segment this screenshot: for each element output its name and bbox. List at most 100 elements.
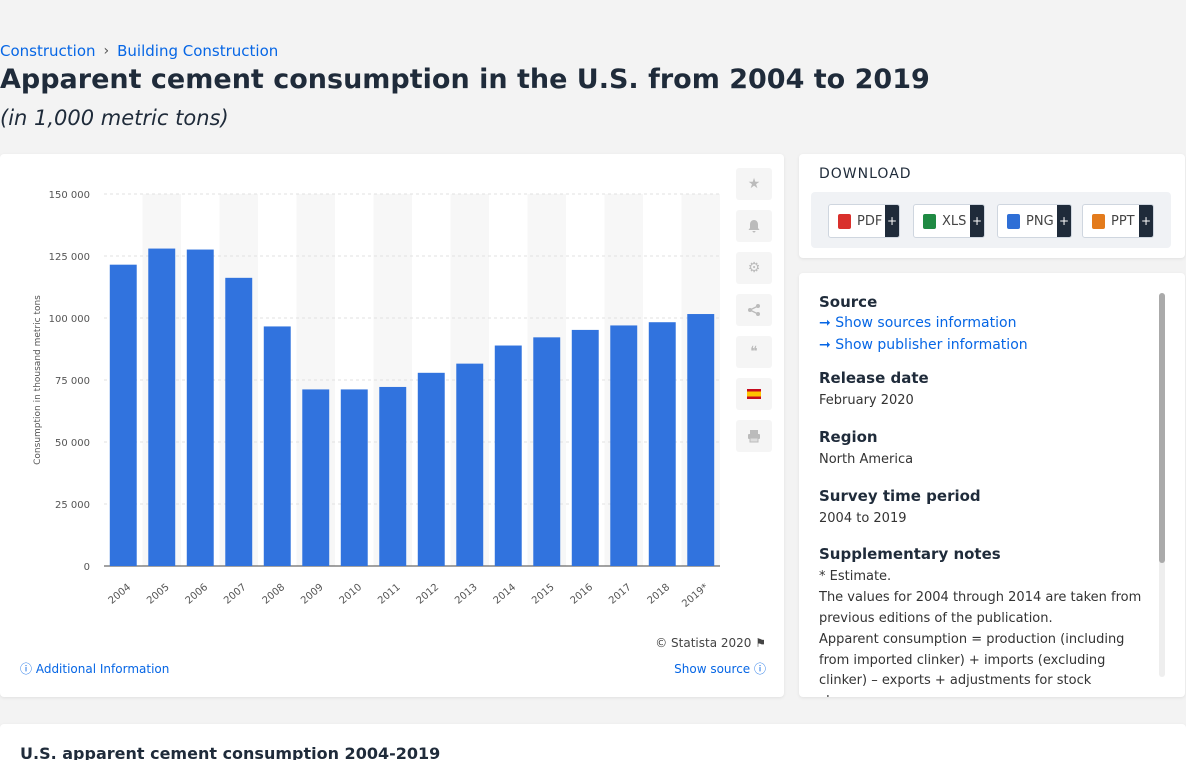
x-tick-label: 2016 bbox=[569, 582, 596, 607]
survey-period-label: Survey time period bbox=[819, 486, 981, 505]
region-value: North America bbox=[819, 451, 914, 467]
description-card: U.S. apparent cement consumption 2004-20… bbox=[0, 724, 1186, 760]
show-sources-link[interactable]: ➞ Show sources information bbox=[819, 315, 1147, 331]
x-tick-label: 2008 bbox=[261, 582, 288, 607]
bar bbox=[379, 386, 407, 566]
arrow-right-icon: ➞ bbox=[819, 337, 836, 353]
page-subtitle: (in 1,000 metric tons) bbox=[0, 106, 229, 130]
bar bbox=[225, 277, 253, 566]
plus-icon: + bbox=[1139, 205, 1153, 237]
statista-credit: © Statista 2020 ⚑ bbox=[655, 636, 766, 650]
bar bbox=[148, 248, 176, 566]
bar bbox=[417, 372, 445, 566]
bar bbox=[186, 249, 214, 566]
download-pdf-label: PDF bbox=[857, 213, 883, 229]
show-source-label: Show source bbox=[674, 662, 751, 676]
share-icon[interactable] bbox=[736, 294, 772, 326]
download-xls-button[interactable]: XLS + bbox=[913, 204, 985, 238]
bar bbox=[263, 326, 291, 566]
x-tick-label: 2010 bbox=[338, 582, 365, 607]
info-circle-icon: ⓘ bbox=[750, 662, 766, 676]
show-sources-label: Show sources information bbox=[835, 315, 1017, 331]
download-ppt-label: PPT bbox=[1111, 213, 1135, 229]
breadcrumb-separator: › bbox=[103, 43, 110, 59]
source-info-content: Source ➞ Show sources information ➞ Show… bbox=[819, 293, 1147, 697]
credit-text: © Statista 2020 bbox=[655, 636, 752, 650]
description-title: U.S. apparent cement consumption 2004-20… bbox=[20, 744, 441, 760]
print-icon[interactable] bbox=[736, 420, 772, 452]
y-tick-label: 75 000 bbox=[55, 376, 90, 387]
y-tick-label: 100 000 bbox=[49, 314, 90, 325]
notes-previous-editions: The values for 2004 through 2014 are tak… bbox=[819, 590, 1142, 626]
x-tick-label: 2015 bbox=[530, 582, 557, 607]
bar bbox=[687, 314, 715, 566]
star-icon[interactable]: ★ bbox=[736, 168, 772, 200]
show-source-link[interactable]: Show source ⓘ bbox=[674, 660, 766, 677]
ppt-file-icon bbox=[1092, 213, 1105, 229]
xls-file-icon bbox=[923, 213, 936, 229]
download-pdf-button[interactable]: PDF + bbox=[828, 204, 900, 238]
breadcrumb-construction[interactable]: Construction bbox=[0, 42, 96, 60]
download-png-button[interactable]: PNG + bbox=[997, 204, 1072, 238]
x-tick-label: 2013 bbox=[453, 582, 480, 607]
chart-toolbar: ★ ⚙ ❝ bbox=[736, 168, 772, 462]
y-tick-label: 50 000 bbox=[55, 438, 90, 449]
x-tick-label: 2019* bbox=[680, 582, 710, 610]
breadcrumb: Construction › Building Construction bbox=[0, 42, 278, 60]
bar bbox=[610, 325, 638, 566]
flag-report-icon[interactable]: ⚑ bbox=[755, 636, 766, 650]
bell-icon[interactable] bbox=[736, 210, 772, 242]
download-xls-label: XLS bbox=[942, 213, 967, 229]
plus-icon: + bbox=[970, 205, 984, 237]
info-scrollbar[interactable] bbox=[1159, 293, 1165, 677]
additional-info-label: Additional Information bbox=[35, 662, 170, 676]
bar-chart: 0 25 000 50 000 75 000 100 000 125 000 150 000… bbox=[33, 190, 720, 610]
page-title: Apparent cement consumption in the U.S. … bbox=[0, 64, 930, 95]
bar bbox=[648, 322, 676, 566]
bar bbox=[494, 345, 522, 566]
x-tick-label: 2007 bbox=[222, 582, 249, 607]
arrow-right-icon: ➞ bbox=[819, 315, 836, 331]
x-tick-label: 2014 bbox=[492, 582, 519, 607]
download-png-label: PNG bbox=[1026, 213, 1054, 229]
pdf-file-icon bbox=[838, 213, 851, 229]
x-tick-label: 2012 bbox=[415, 582, 442, 607]
y-tick-label: 25 000 bbox=[55, 500, 90, 511]
top-bar bbox=[0, 0, 1186, 38]
y-tick-label: 150 000 bbox=[49, 190, 90, 201]
show-publisher-link[interactable]: ➞ Show publisher information bbox=[819, 337, 1147, 353]
info-circle-icon: ⓘ bbox=[20, 662, 36, 676]
x-tick-label: 2017 bbox=[607, 582, 634, 607]
x-tick-label: 2005 bbox=[145, 582, 172, 607]
scrollbar-thumb[interactable] bbox=[1159, 293, 1165, 563]
notes-label: Supplementary notes bbox=[819, 545, 1001, 564]
breadcrumb-building-construction[interactable]: Building Construction bbox=[117, 42, 279, 60]
x-tick-label: 2006 bbox=[184, 582, 211, 607]
bar bbox=[109, 264, 137, 566]
quote-icon[interactable]: ❝ bbox=[736, 336, 772, 368]
download-buttons: PDF + XLS + PNG + PPT + bbox=[811, 192, 1171, 248]
gear-icon[interactable]: ⚙ bbox=[736, 252, 772, 284]
chart-card: 0 25 000 50 000 75 000 100 000 125 000 150 000… bbox=[0, 154, 784, 697]
bar bbox=[456, 363, 484, 566]
release-date-value: February 2020 bbox=[819, 393, 914, 408]
bar bbox=[571, 329, 599, 566]
download-title: DOWNLOAD bbox=[819, 166, 912, 182]
bar bbox=[533, 337, 561, 566]
additional-info-link[interactable]: ⓘ Additional Information bbox=[20, 660, 169, 677]
source-info-card: Source ➞ Show sources information ➞ Show… bbox=[799, 273, 1185, 697]
notes-apparent-consumption: Apparent consumption = production (inclu… bbox=[819, 631, 1125, 697]
show-publisher-label: Show publisher information bbox=[835, 337, 1028, 353]
download-ppt-button[interactable]: PPT + bbox=[1082, 204, 1154, 238]
y-axis-label: Consumption in thousand metric tons bbox=[33, 295, 43, 465]
plus-icon: + bbox=[1057, 205, 1071, 237]
bar bbox=[302, 389, 330, 566]
y-tick-label: 125 000 bbox=[49, 252, 90, 263]
notes-estimate: * Estimate. bbox=[819, 569, 892, 585]
download-card: DOWNLOAD PDF + XLS + PNG + PPT + bbox=[799, 154, 1185, 258]
release-date-label: Release date bbox=[819, 369, 929, 387]
x-tick-label: 2011 bbox=[376, 582, 403, 607]
spanish-flag-icon[interactable] bbox=[736, 378, 772, 410]
x-tick-label: 2018 bbox=[646, 582, 673, 607]
y-tick-label: 0 bbox=[84, 562, 90, 573]
